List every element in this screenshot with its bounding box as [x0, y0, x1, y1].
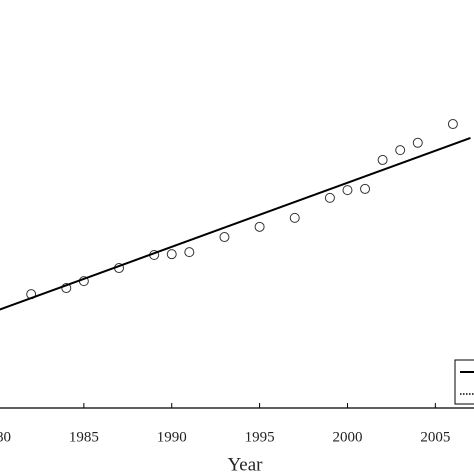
- x-tick-label: 1995: [245, 429, 275, 445]
- legend-box: [454, 359, 474, 405]
- x-tick-label: 1990: [157, 429, 187, 445]
- x-tick-label: 1985: [69, 429, 99, 445]
- data-point: [61, 283, 72, 294]
- data-point: [342, 185, 353, 196]
- data-point: [324, 192, 335, 203]
- x-tick-label: 2000: [332, 429, 362, 445]
- data-point: [219, 232, 230, 243]
- data-point: [254, 221, 265, 232]
- data-point: [395, 145, 406, 156]
- data-point: [289, 212, 300, 223]
- data-point: [412, 137, 423, 148]
- data-point: [184, 247, 195, 258]
- legend: [454, 359, 474, 405]
- data-point: [447, 119, 458, 130]
- data-point: [360, 183, 371, 194]
- x-tick-label: 2005: [420, 429, 450, 445]
- x-axis-title: Year: [227, 454, 263, 474]
- data-point: [166, 249, 177, 260]
- trend-line: [0, 136, 471, 311]
- data-point: [377, 154, 388, 165]
- x-tick-label: 1980: [0, 429, 11, 445]
